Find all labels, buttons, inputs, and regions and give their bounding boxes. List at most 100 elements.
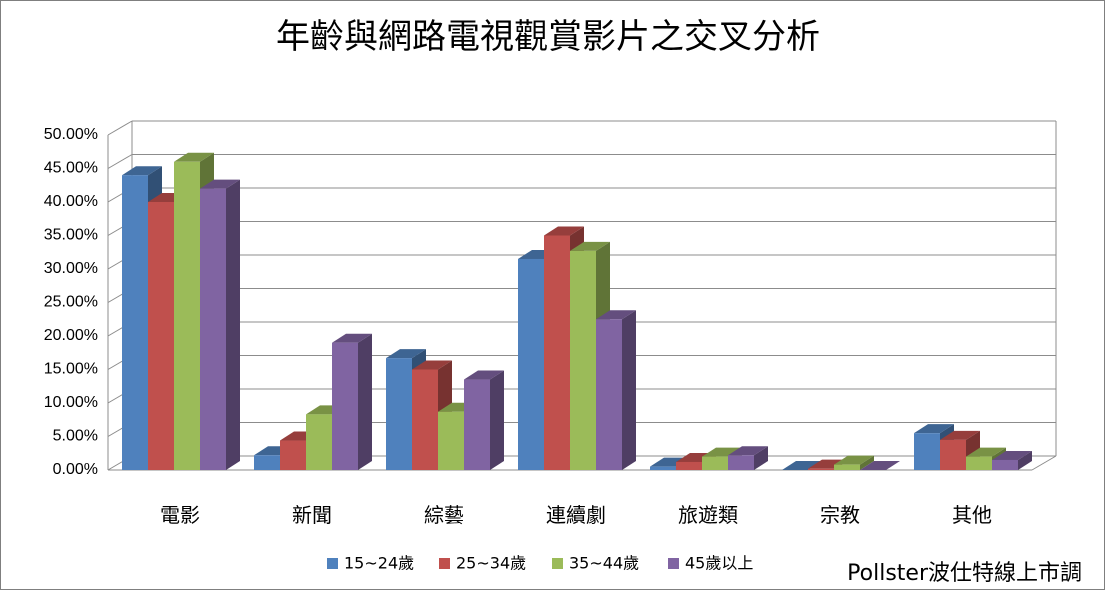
x-category-label: 綜藝 [424, 503, 464, 527]
bar-top [782, 461, 822, 470]
bar-front [940, 439, 966, 470]
bar-front [386, 358, 412, 470]
bar [332, 333, 372, 470]
bar-side [754, 446, 768, 470]
bar-top [122, 166, 162, 176]
y-tick-label: 30.00% [44, 260, 98, 277]
bar-side [860, 455, 874, 470]
legend-label: 25~34歲 [456, 554, 526, 573]
x-category-label: 新聞 [292, 503, 332, 527]
legend-swatch [668, 558, 679, 569]
bar [596, 310, 636, 470]
bar-front [728, 455, 754, 470]
floor-right-edge [1031, 455, 1057, 471]
legend: 15~24歲 25~34歲 35~44歲 45歲以上 [327, 554, 753, 573]
x-category-label: 電影 [160, 503, 200, 527]
bar-front [676, 461, 702, 470]
bar-top [596, 310, 636, 320]
source-label: Pollster波仕特線上市調 [847, 561, 1082, 586]
bar-front [992, 459, 1018, 470]
bar-front [412, 369, 438, 470]
y-tick-label: 35.00% [44, 227, 98, 244]
x-category-label: 旅遊類 [678, 503, 738, 527]
legend-item: 45歲以上 [668, 554, 753, 573]
bar [200, 179, 240, 470]
gridline-side [107, 120, 133, 136]
y-tick-label: 10.00% [44, 394, 98, 411]
bar-top [860, 461, 900, 470]
bar-top [728, 446, 768, 456]
bar-top [332, 333, 372, 343]
y-axis-ticks: 0.00% 5.00% 10.00% 15.00% 20.00% 25.00% 30.00%… [44, 126, 98, 478]
gridline-side [107, 154, 133, 169]
y-tick-label: 0.00% [53, 461, 98, 478]
legend-item: 15~24歲 [327, 554, 414, 573]
x-axis-categories: 電影 新聞 綜藝 連續劇 旅遊類 宗教 其他 [160, 503, 992, 527]
bar [728, 446, 768, 470]
bar [992, 450, 1032, 470]
chart-title: 年齡與網路電視觀賞影片之交叉分析 [276, 17, 820, 57]
y-tick-label: 20.00% [44, 327, 98, 344]
bar-front [702, 456, 728, 470]
bar [782, 461, 822, 470]
bar-side [358, 333, 372, 470]
y-tick-label: 40.00% [44, 193, 98, 210]
bar-front [544, 235, 570, 470]
bar-side [226, 179, 240, 470]
bar-front [914, 433, 940, 470]
bar-side [622, 310, 636, 470]
bar-top [570, 241, 610, 251]
bar [860, 461, 900, 470]
bar-front [834, 464, 860, 470]
bar-front [254, 455, 280, 470]
legend-swatch [552, 558, 563, 569]
bar-front [148, 202, 174, 470]
bar-side [1018, 450, 1032, 470]
x-category-label: 宗教 [820, 503, 860, 527]
bar-side [490, 370, 504, 470]
legend-swatch [439, 558, 450, 569]
bar-front [596, 319, 622, 470]
bar-front [570, 250, 596, 470]
bar-top [200, 179, 240, 189]
legend-swatch [327, 558, 338, 569]
y-tick-label: 45.00% [44, 160, 98, 177]
bar-front [332, 342, 358, 470]
bar-top [992, 450, 1032, 460]
bar-front [306, 414, 332, 470]
legend-item: 25~34歲 [439, 554, 526, 573]
legend-label: 35~44歲 [569, 554, 639, 573]
bar-top [464, 370, 504, 380]
bar-top [544, 226, 584, 236]
bar-top [966, 447, 1006, 457]
bar-top [834, 455, 874, 465]
bar-front [438, 411, 464, 470]
bar-top [914, 424, 954, 434]
legend-label: 15~24歲 [344, 554, 414, 573]
bar-top [940, 430, 980, 440]
bar-front [122, 175, 148, 470]
bar-front [200, 188, 226, 470]
bar [464, 370, 504, 470]
bars [122, 152, 1032, 471]
bar-front [464, 379, 490, 470]
bar-front [966, 456, 992, 470]
y-tick-label: 50.00% [44, 126, 98, 143]
legend-label: 45歲以上 [685, 554, 753, 573]
bar-top [808, 459, 848, 469]
bar-top [702, 447, 742, 457]
bar-top [386, 349, 426, 359]
bar-front [808, 468, 834, 470]
bar-front [174, 161, 200, 471]
bar-front [280, 440, 306, 470]
x-category-label: 連續劇 [546, 503, 606, 527]
bar [834, 455, 874, 470]
x-category-label: 其他 [952, 503, 992, 527]
legend-item: 35~44歲 [552, 554, 639, 573]
bar-top [174, 152, 214, 162]
y-tick-label: 15.00% [44, 361, 98, 378]
y-tick-label: 5.00% [53, 428, 98, 445]
bar-front [650, 466, 676, 470]
bar-front [518, 258, 544, 470]
